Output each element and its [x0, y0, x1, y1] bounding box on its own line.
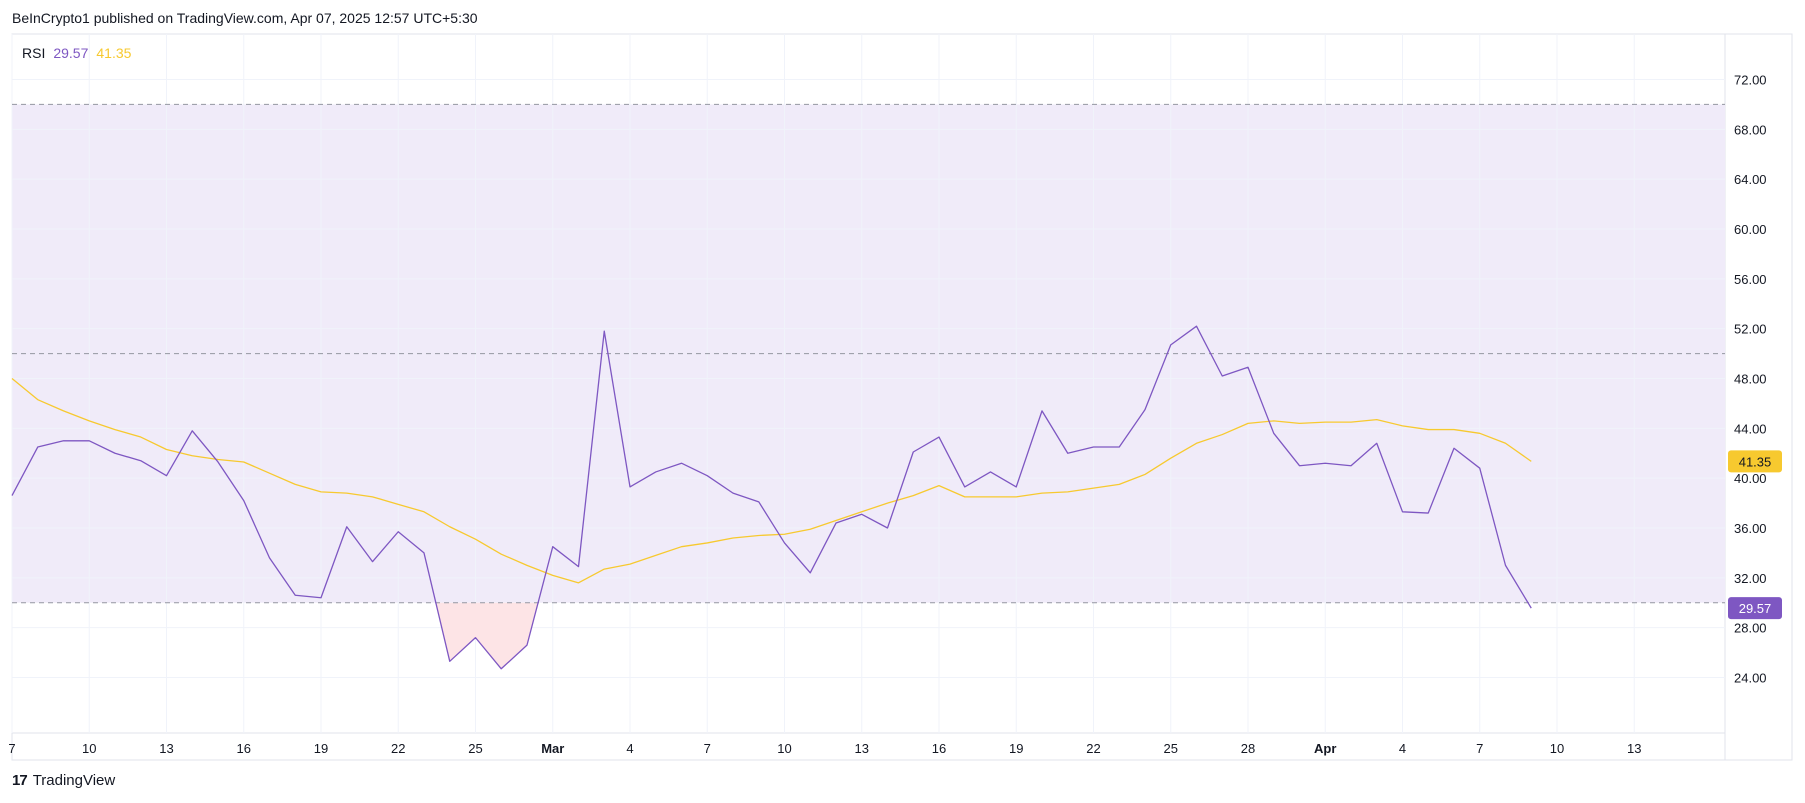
tradingview-logo-icon: 17	[12, 772, 28, 789]
y-tick-label: 56.00	[1734, 272, 1767, 287]
x-tick-label: 7	[704, 741, 711, 756]
y-tick-label: 60.00	[1734, 222, 1767, 237]
legend-ma-value: 41.35	[96, 45, 132, 61]
x-tick-label: 25	[1164, 741, 1178, 756]
y-tick-label: 68.00	[1734, 122, 1767, 137]
x-tick-label: 28	[1241, 741, 1255, 756]
x-tick-label: 7	[1476, 741, 1483, 756]
x-tick-label: 13	[159, 741, 173, 756]
oversold-fill	[435, 602, 539, 669]
tradingview-brand[interactable]: 17 TradingView	[12, 772, 115, 789]
x-tick-label: 22	[391, 741, 405, 756]
legend: RSI 29.57 41.35	[22, 45, 131, 61]
x-tick-label: 16	[932, 741, 946, 756]
x-tick-label: Apr	[1314, 741, 1336, 756]
y-tick-label: 24.00	[1734, 671, 1767, 686]
x-tick-label: 19	[314, 741, 328, 756]
x-tick-label: 7	[8, 741, 15, 756]
y-tick-label: 72.00	[1734, 73, 1767, 88]
ma-last-value-badge-text: 41.35	[1739, 454, 1772, 469]
rsi-last-value-badge-text: 29.57	[1739, 601, 1772, 616]
publish-info: BeInCrypto1 published on TradingView.com…	[12, 10, 478, 26]
x-tick-label: 10	[777, 741, 791, 756]
rsi-line	[11, 325, 1532, 670]
ma-last-value-badge	[1728, 450, 1782, 473]
y-tick-label: 36.00	[1734, 521, 1767, 536]
y-tick-label: 28.00	[1734, 621, 1767, 636]
rsi-last-value-badge	[1728, 597, 1782, 620]
y-tick-label: 48.00	[1734, 372, 1767, 387]
y-tick-label: 52.00	[1734, 322, 1767, 337]
x-tick-label: 10	[82, 741, 96, 756]
x-tick-label: 10	[1550, 741, 1564, 756]
rsi-ma-line	[11, 377, 1532, 584]
x-tick-label: 25	[468, 741, 482, 756]
y-tick-label: 44.00	[1734, 421, 1767, 436]
x-tick-label: 4	[626, 741, 633, 756]
legend-rsi-label: RSI	[22, 45, 46, 61]
y-tick-label: 64.00	[1734, 172, 1767, 187]
x-tick-label: Mar	[541, 741, 564, 756]
x-tick-label: 13	[855, 741, 869, 756]
x-tick-label: 16	[237, 741, 251, 756]
y-tick-label: 32.00	[1734, 571, 1767, 586]
x-tick-label: 13	[1627, 741, 1641, 756]
tradingview-brand-name: TradingView	[32, 772, 116, 789]
x-tick-label: 22	[1086, 741, 1100, 756]
x-tick-label: 4	[1399, 741, 1406, 756]
y-tick-label: 40.00	[1734, 471, 1767, 486]
legend-rsi-value: 29.57	[53, 45, 89, 61]
x-tick-label: 19	[1009, 741, 1023, 756]
